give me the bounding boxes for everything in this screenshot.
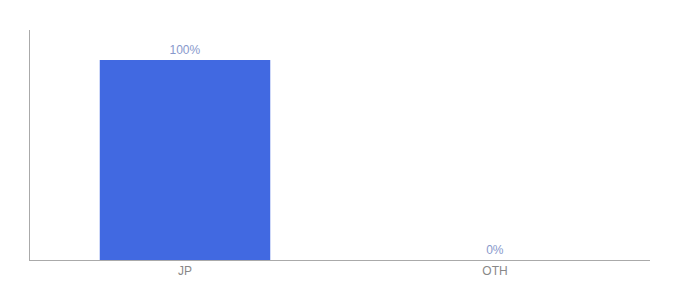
svg-text:JP: JP xyxy=(178,264,192,278)
svg-text:0%: 0% xyxy=(486,243,504,257)
svg-text:OTH: OTH xyxy=(482,264,507,278)
svg-text:100%: 100% xyxy=(169,43,200,57)
